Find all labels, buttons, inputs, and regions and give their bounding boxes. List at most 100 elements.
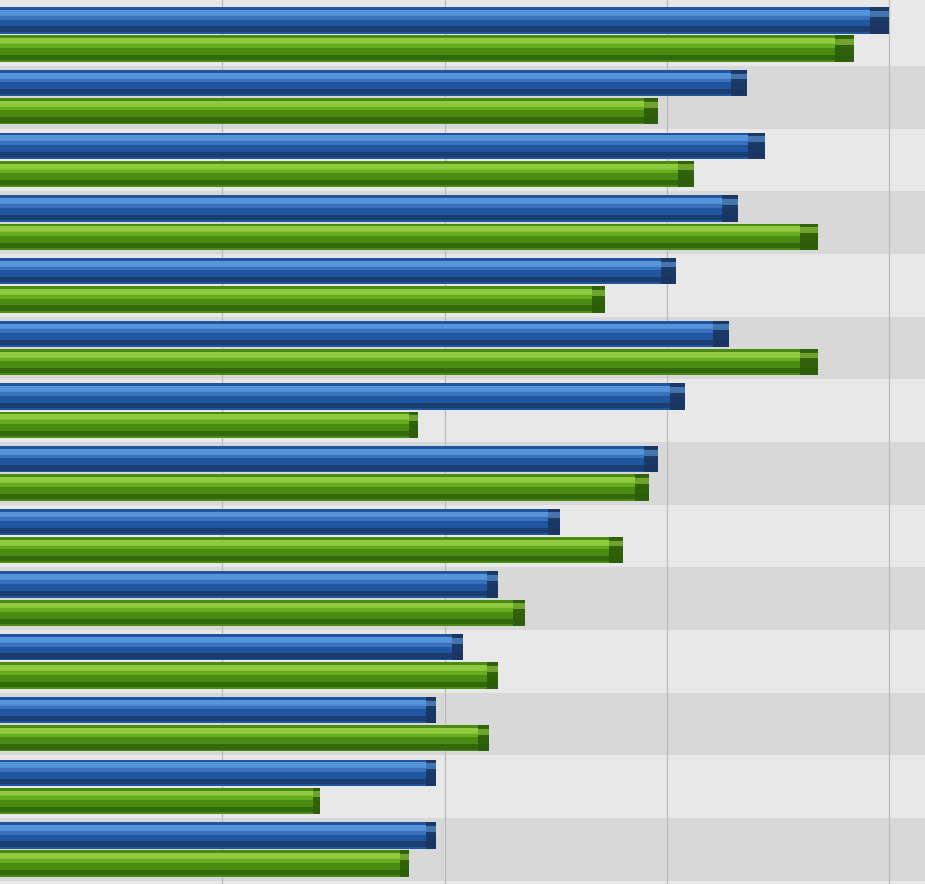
- Bar: [0, 10, 890, 16]
- Bar: [0, 4, 925, 65]
- Bar: [0, 7, 890, 34]
- Bar: [0, 412, 418, 438]
- Bar: [0, 442, 925, 505]
- Bar: [487, 571, 498, 598]
- Bar: [0, 477, 649, 483]
- Bar: [0, 321, 729, 347]
- Bar: [426, 759, 436, 786]
- Bar: [0, 603, 524, 608]
- Bar: [0, 340, 729, 345]
- Bar: [0, 790, 320, 796]
- Bar: [0, 556, 623, 561]
- Bar: [591, 286, 605, 313]
- Bar: [0, 198, 738, 204]
- Bar: [0, 599, 524, 626]
- Bar: [713, 324, 729, 330]
- Bar: [748, 136, 765, 142]
- Bar: [0, 278, 676, 283]
- Bar: [0, 759, 436, 786]
- Bar: [0, 65, 925, 128]
- Bar: [0, 265, 676, 271]
- Bar: [0, 528, 561, 533]
- Bar: [731, 73, 747, 80]
- Bar: [0, 779, 436, 784]
- Bar: [0, 830, 436, 834]
- Bar: [609, 541, 623, 546]
- Bar: [0, 509, 561, 535]
- Bar: [0, 306, 605, 310]
- Bar: [0, 128, 925, 191]
- Bar: [0, 591, 498, 596]
- Bar: [800, 353, 819, 358]
- Bar: [487, 575, 498, 581]
- Bar: [487, 666, 498, 672]
- Bar: [0, 571, 498, 598]
- Bar: [0, 254, 925, 316]
- Bar: [870, 11, 890, 17]
- Bar: [0, 164, 694, 170]
- Bar: [0, 215, 738, 220]
- Bar: [314, 788, 320, 814]
- Bar: [0, 825, 436, 831]
- Bar: [644, 98, 659, 125]
- Bar: [644, 450, 659, 455]
- Bar: [0, 728, 489, 734]
- Bar: [0, 419, 418, 424]
- Bar: [0, 368, 819, 373]
- Bar: [0, 316, 925, 379]
- Bar: [0, 195, 738, 222]
- Bar: [0, 653, 462, 659]
- Bar: [0, 15, 890, 19]
- Bar: [548, 513, 561, 518]
- Bar: [835, 35, 854, 62]
- Bar: [722, 195, 738, 222]
- Bar: [748, 133, 765, 159]
- Bar: [0, 705, 436, 709]
- Bar: [0, 180, 694, 186]
- Bar: [0, 286, 605, 313]
- Bar: [0, 386, 684, 392]
- Bar: [0, 700, 436, 705]
- Bar: [0, 27, 890, 32]
- Bar: [722, 199, 738, 205]
- Bar: [661, 258, 676, 285]
- Bar: [478, 728, 489, 735]
- Bar: [0, 415, 418, 420]
- Bar: [679, 164, 694, 171]
- Bar: [0, 226, 819, 232]
- Bar: [0, 767, 436, 772]
- Bar: [0, 152, 765, 157]
- Bar: [0, 858, 409, 863]
- Bar: [0, 619, 524, 624]
- Bar: [0, 449, 659, 454]
- Bar: [0, 630, 925, 693]
- Bar: [800, 224, 819, 250]
- Bar: [0, 106, 659, 110]
- Bar: [0, 725, 489, 751]
- Bar: [0, 349, 819, 375]
- Bar: [0, 231, 819, 236]
- Bar: [0, 842, 436, 847]
- Bar: [0, 243, 819, 248]
- Bar: [0, 568, 925, 630]
- Bar: [0, 682, 498, 687]
- Bar: [513, 599, 524, 626]
- Bar: [0, 258, 676, 285]
- Bar: [548, 509, 561, 535]
- Bar: [0, 72, 747, 79]
- Bar: [0, 475, 649, 500]
- Bar: [426, 700, 436, 706]
- Bar: [679, 161, 694, 187]
- Bar: [0, 716, 436, 721]
- Bar: [591, 290, 605, 295]
- Bar: [0, 540, 623, 545]
- Bar: [0, 822, 436, 849]
- Bar: [0, 35, 854, 62]
- Bar: [0, 853, 409, 859]
- Bar: [609, 537, 623, 563]
- Bar: [452, 634, 462, 660]
- Bar: [0, 537, 623, 563]
- Bar: [670, 384, 684, 409]
- Bar: [870, 7, 890, 34]
- Bar: [0, 161, 694, 187]
